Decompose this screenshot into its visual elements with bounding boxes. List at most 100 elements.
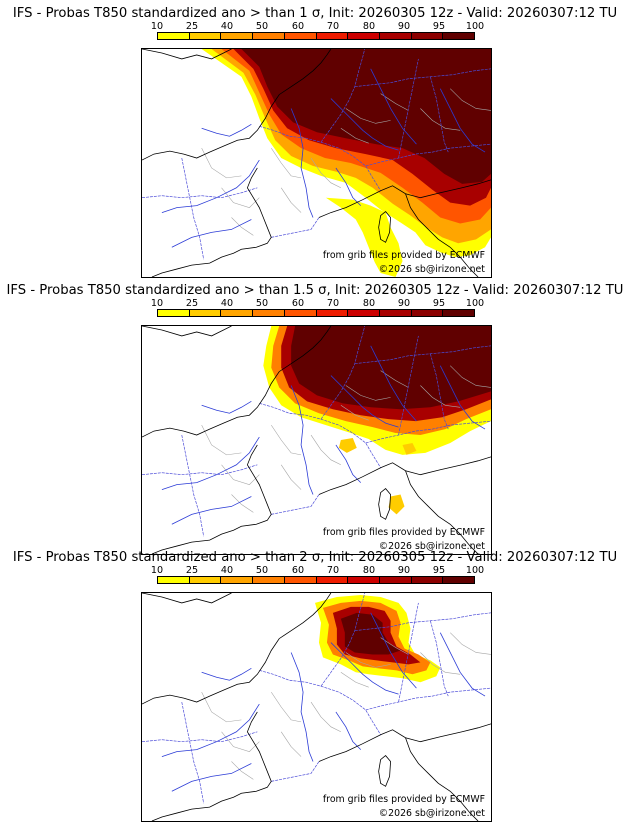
region-border — [271, 147, 302, 179]
region-border — [221, 731, 260, 752]
country-border — [271, 761, 320, 782]
country-border — [365, 420, 491, 444]
region-border — [221, 187, 260, 208]
colorbar-tick-label: 60 — [291, 21, 305, 32]
region-border — [450, 365, 491, 388]
colorbar-tick-label: 40 — [220, 565, 234, 576]
region-border — [271, 691, 302, 723]
river — [201, 123, 252, 137]
country-border — [354, 345, 491, 365]
coastline — [151, 711, 272, 821]
colorbar-swatch — [284, 310, 317, 316]
country-border — [320, 593, 366, 687]
coastline — [142, 49, 332, 161]
copyright: ©2026 sb@irizone.net — [378, 808, 485, 819]
colorbar-tick-label: 80 — [362, 298, 376, 309]
country-border — [142, 731, 258, 743]
river — [201, 667, 252, 681]
colorbar-tick-label: 60 — [291, 298, 305, 309]
colorbar-swatch — [379, 577, 412, 583]
source-credit: from grib files provided by ECMWF — [322, 250, 485, 261]
colorbar-tick-labels: 10 25 40 50 60 70 80 90 95 100 — [151, 565, 484, 576]
region-border — [231, 761, 254, 780]
colorbar-swatch — [221, 577, 254, 583]
coastline — [142, 593, 232, 604]
probability-map: from grib files provided by ECMWF ©2026 s… — [141, 325, 492, 555]
colorbar-tick-label: 80 — [362, 565, 376, 576]
corsica-coastline — [378, 755, 391, 787]
river — [330, 98, 399, 151]
colorbar-swatch — [158, 310, 190, 316]
colorbar-tick-label: 25 — [185, 565, 199, 576]
region-border — [201, 424, 242, 456]
colorbar-swatch — [348, 577, 380, 583]
region-border — [345, 108, 391, 124]
colorbar-swatch — [221, 33, 254, 39]
region-border — [201, 691, 242, 723]
region-border — [380, 370, 409, 388]
region-border — [340, 405, 369, 421]
river — [439, 365, 486, 430]
colorbar-tick-labels: 10 25 40 50 60 70 80 90 95 100 — [151, 298, 484, 309]
country-border — [271, 494, 320, 515]
colorbar: 10 25 40 50 60 70 80 90 95 100 — [151, 565, 484, 584]
region-border — [345, 385, 391, 401]
colorbar-swatch — [253, 33, 285, 39]
colorbar-swatch — [348, 310, 380, 316]
colorbar-swatch — [189, 577, 222, 583]
colorbar-swatch — [411, 577, 444, 583]
region-border — [340, 672, 369, 688]
colorbar-tick-label: 40 — [220, 21, 234, 32]
panel-title: IFS - Probas T850 standardized ano > tha… — [6, 283, 624, 298]
colorbar-tick-label: 95 — [432, 565, 446, 576]
source-credit: from grib files provided by ECMWF — [322, 527, 485, 538]
map-canvas — [142, 326, 491, 554]
region-border — [450, 88, 491, 111]
region-border — [420, 385, 461, 408]
probability-contour — [291, 326, 491, 410]
colorbar-tick-label: 50 — [255, 565, 269, 576]
source-credit: from grib files provided by ECMWF — [322, 794, 485, 805]
colorbar-swatch — [443, 33, 475, 39]
colorbar-swatch — [253, 577, 285, 583]
copyright: ©2026 sb@irizone.net — [378, 264, 485, 275]
map-canvas — [142, 49, 491, 277]
river — [335, 167, 362, 206]
river — [171, 496, 252, 525]
colorbar-tick-label: 60 — [291, 565, 305, 576]
river — [439, 632, 486, 697]
colorbar-swatch — [411, 310, 444, 316]
colorbar-swatch — [379, 310, 412, 316]
colorbar-swatches — [157, 309, 475, 317]
coastline — [405, 737, 479, 821]
region-border — [280, 731, 302, 757]
colorbar-swatch — [411, 33, 444, 39]
coastline — [405, 470, 479, 554]
colorbar-swatches — [157, 32, 475, 40]
river — [370, 68, 417, 145]
river — [290, 385, 314, 495]
colorbar: 10 25 40 50 60 70 80 90 95 100 — [151, 298, 484, 317]
region-border — [420, 108, 461, 131]
coastline — [318, 179, 491, 218]
river — [201, 400, 252, 414]
river — [370, 612, 417, 689]
coastline — [405, 193, 479, 277]
colorbar-tick-label: 10 — [150, 21, 164, 32]
corsica-coastline — [378, 211, 391, 243]
colorbar-tick-label: 25 — [185, 298, 199, 309]
corsica-coastline — [378, 488, 391, 520]
river — [335, 444, 362, 483]
colorbar-tick-label: 90 — [397, 21, 411, 32]
coastline — [318, 723, 491, 762]
country-border — [259, 125, 381, 191]
colorbar-swatches — [157, 576, 475, 584]
region-border — [310, 434, 341, 466]
colorbar-tick-label: 10 — [150, 565, 164, 576]
copyright: ©2026 sb@irizone.net — [378, 541, 485, 552]
region-border — [271, 424, 302, 456]
colorbar-tick-label: 100 — [465, 298, 485, 309]
region-border — [280, 187, 302, 213]
country-border — [398, 58, 419, 159]
probability-map: from grib files provided by ECMWF ©2026 s… — [141, 48, 492, 278]
